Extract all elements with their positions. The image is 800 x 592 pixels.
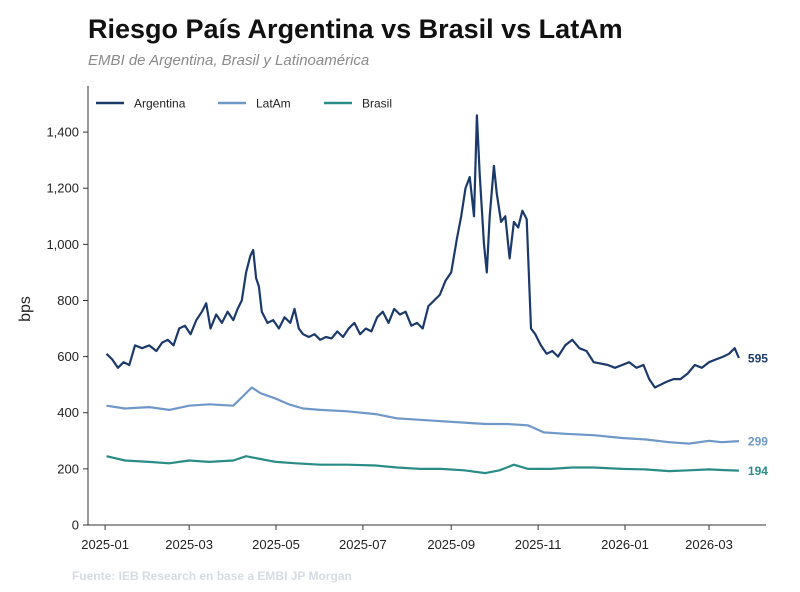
legend-label-brasil: Brasil	[362, 97, 392, 111]
x-tick-label: 2025-05	[252, 537, 300, 552]
x-tick-label: 2025-01	[81, 537, 129, 552]
y-tick-label: 1,400	[46, 125, 79, 140]
chart-subtitle: EMBI de Argentina, Brasil y Latinoaméric…	[88, 52, 370, 69]
series-line-brasil	[106, 455, 739, 475]
end-label-argentina: 595	[748, 352, 768, 366]
end-labels: 595 299 194	[748, 352, 768, 479]
y-tick-label: 0	[72, 518, 79, 533]
axes	[87, 86, 766, 526]
x-tick-label: 2025-07	[339, 537, 387, 552]
legend: Argentina LatAm Brasil	[96, 97, 392, 111]
end-label-brasil: 194	[748, 464, 768, 478]
x-axis-ticks: 2025-01 2025-03 2025-05 2025-07 2025-09 2025-…	[81, 525, 733, 552]
source-note: Fuente: IEB Research en base a EMBI JP M…	[72, 569, 352, 583]
y-axis-label: bps	[17, 296, 34, 322]
x-tick-label: 2025-11	[515, 537, 562, 552]
y-tick-label: 1,000	[46, 237, 79, 252]
legend-label-argentina: Argentina	[134, 97, 186, 111]
end-label-latam: 299	[748, 435, 768, 449]
series-lines	[105, 114, 740, 475]
y-tick-label: 600	[57, 349, 79, 364]
x-tick-label: 2025-03	[165, 537, 213, 552]
legend-label-latam: LatAm	[256, 97, 291, 111]
series-line-latam	[106, 386, 739, 445]
chart-title: Riesgo País Argentina vs Brasil vs LatAm	[88, 14, 623, 44]
series-line-argentina	[105, 114, 740, 389]
y-tick-label: 400	[57, 405, 79, 420]
y-tick-label: 200	[57, 461, 79, 476]
x-tick-label: 2026-03	[685, 537, 733, 552]
x-tick-label: 2025-09	[427, 537, 475, 552]
y-tick-label: 800	[57, 293, 79, 308]
y-axis-ticks: 0 200 400 600 800 1,000 1,200 1,400	[46, 125, 88, 533]
y-tick-label: 1,200	[46, 181, 79, 196]
x-tick-label: 2026-01	[601, 537, 649, 552]
